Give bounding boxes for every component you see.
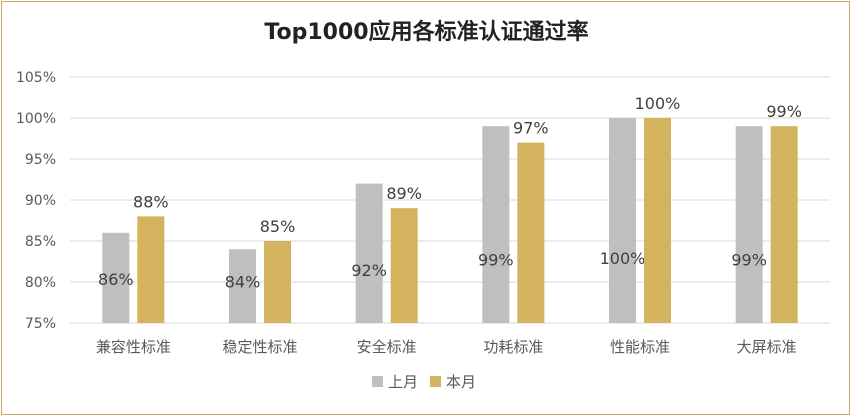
data-label: 97%: [513, 119, 549, 138]
data-label: 99%: [478, 251, 514, 270]
data-label: 89%: [386, 184, 422, 203]
data-label: 92%: [351, 261, 387, 280]
chart-title: Top1000应用各标准认证通过率: [264, 20, 589, 45]
legend-swatch: [372, 376, 383, 387]
y-tick-label: 85%: [25, 234, 56, 250]
data-label: 88%: [133, 192, 169, 211]
bar-last-month: [355, 183, 383, 323]
data-label: 99%: [766, 102, 802, 121]
data-label: 85%: [260, 217, 296, 236]
bar-last-month: [482, 126, 510, 323]
data-label: 99%: [731, 251, 767, 270]
bar-last-month: [609, 118, 636, 323]
y-tick-label: 105%: [16, 70, 56, 86]
bar-last-month: [735, 126, 763, 323]
x-tick-label: 性能标准: [610, 338, 670, 356]
bar-this-month: [264, 241, 291, 323]
legend-label: 本月: [446, 373, 476, 391]
y-tick-label: 100%: [16, 111, 56, 127]
x-tick-label: 稳定性标准: [222, 338, 297, 356]
data-label: 84%: [225, 273, 261, 292]
y-tick-label: 90%: [25, 193, 56, 209]
x-tick-label: 兼容性标准: [96, 338, 171, 356]
legend-swatch: [430, 376, 441, 387]
data-label: 100%: [635, 94, 681, 113]
x-tick-label: 功耗标准: [483, 338, 543, 356]
data-label: 86%: [98, 270, 134, 289]
bar-this-month: [644, 118, 671, 323]
bar-last-month: [102, 232, 130, 323]
bar-last-month: [229, 249, 256, 323]
y-tick-label: 80%: [25, 275, 56, 291]
x-tick-label: 安全标准: [357, 338, 417, 356]
data-label: 100%: [600, 249, 646, 268]
x-tick-label: 大屏标准: [737, 338, 797, 356]
bar-this-month: [137, 216, 165, 323]
y-tick-label: 95%: [25, 152, 56, 168]
bar-this-month: [390, 208, 418, 323]
legend-label: 上月: [388, 373, 418, 391]
bar-this-month: [517, 142, 545, 323]
bar-this-month: [770, 126, 798, 323]
y-tick-label: 75%: [25, 316, 56, 332]
